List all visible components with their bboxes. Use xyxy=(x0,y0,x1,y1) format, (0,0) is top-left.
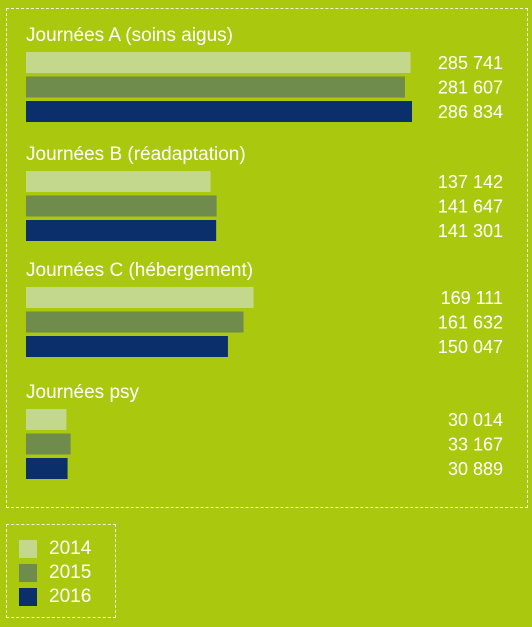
bar-journees-c-hebergement-2015 xyxy=(26,311,244,333)
bar-journees-psy-2016 xyxy=(26,458,68,479)
bar-journees-psy-2014 xyxy=(26,409,67,430)
value-label-journees-psy-2015: 33 167 xyxy=(448,435,503,455)
category-title-journees-b-readaptation: Journées B (réadaptation) xyxy=(26,144,246,165)
bar-journees-c-hebergement-2014 xyxy=(26,287,254,308)
category-title-journees-a-soins-aigus: Journées A (soins aigus) xyxy=(26,25,233,46)
value-label-journees-psy-2016: 30 889 xyxy=(448,459,503,479)
category-title-journees-c-hebergement: Journées C (hébergement) xyxy=(26,260,253,281)
value-label-journees-c-hebergement-2016: 150 047 xyxy=(438,337,503,357)
bar-journees-c-hebergement-2016 xyxy=(26,336,228,357)
legend-label-2016: 2016 xyxy=(49,586,92,607)
bar-journees-psy-2015 xyxy=(26,433,71,455)
legend-swatch-2014 xyxy=(19,540,37,558)
legend-swatch-2016 xyxy=(19,588,37,606)
value-label-journees-a-soins-aigus-2016: 286 834 xyxy=(438,102,503,122)
value-label-journees-b-readaptation-2016: 141 301 xyxy=(438,221,503,241)
bar-journees-a-soins-aigus-2016 xyxy=(26,101,412,122)
bar-journees-b-readaptation-2014 xyxy=(26,171,211,192)
category-title-journees-psy: Journées psy xyxy=(26,382,140,403)
value-label-journees-a-soins-aigus-2014: 285 741 xyxy=(438,53,503,73)
value-label-journees-b-readaptation-2015: 141 647 xyxy=(438,197,503,217)
bar-journees-b-readaptation-2015 xyxy=(26,195,217,217)
legend-label-2014: 2014 xyxy=(49,538,92,559)
value-label-journees-a-soins-aigus-2015: 281 607 xyxy=(438,78,503,98)
legend-swatch-2015 xyxy=(19,564,37,582)
value-label-journees-psy-2014: 30 014 xyxy=(448,410,503,430)
value-label-journees-c-hebergement-2014: 169 111 xyxy=(441,288,503,308)
chart: Journées A (soins aigus) 285 741 281 607 28… xyxy=(26,25,503,479)
chart-frame xyxy=(6,8,528,508)
legend-label-2015: 2015 xyxy=(49,562,92,583)
value-label-journees-c-hebergement-2015: 161 632 xyxy=(438,313,503,333)
bar-journees-b-readaptation-2016 xyxy=(26,220,217,241)
bar-journees-a-soins-aigus-2014 xyxy=(26,52,411,73)
legend: 2014 2015 2016 xyxy=(6,524,116,618)
value-label-journees-b-readaptation-2014: 137 142 xyxy=(438,172,503,192)
bar-journees-a-soins-aigus-2015 xyxy=(26,76,405,98)
